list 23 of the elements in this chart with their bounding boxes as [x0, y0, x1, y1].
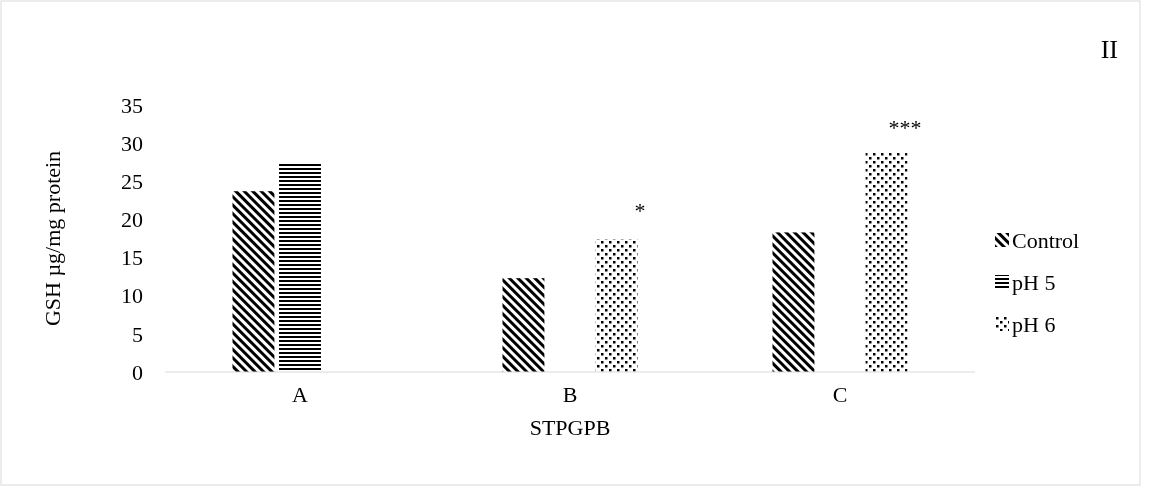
- y-tick-label: 20: [121, 207, 143, 233]
- bar: [232, 191, 275, 372]
- y-tick-label: 10: [121, 283, 143, 309]
- bar: [772, 232, 815, 372]
- y-tick-label: 30: [121, 130, 143, 156]
- y-tick-label: 35: [121, 92, 143, 118]
- x-axis-title: STPGPB: [529, 415, 611, 440]
- x-tick-label: A: [292, 382, 309, 407]
- annotation: ***: [888, 115, 922, 140]
- legend-label: Control: [1012, 227, 1080, 253]
- y-axis-title: GSH µg/mg protein: [40, 150, 65, 327]
- annotation: *: [634, 198, 646, 223]
- y-tick-label: 0: [132, 359, 143, 385]
- x-tick-label: B: [562, 382, 578, 407]
- legend-label: pH 5: [1012, 269, 1056, 295]
- bar: [502, 278, 545, 372]
- y-tick-label: 25: [121, 168, 143, 194]
- legend-label: pH 6: [1012, 311, 1056, 337]
- x-tick-label: C: [832, 382, 848, 407]
- y-tick-label: 5: [132, 321, 143, 347]
- y-tick-label: 15: [121, 245, 143, 271]
- bar: [595, 239, 638, 372]
- text: II: [1100, 35, 1118, 64]
